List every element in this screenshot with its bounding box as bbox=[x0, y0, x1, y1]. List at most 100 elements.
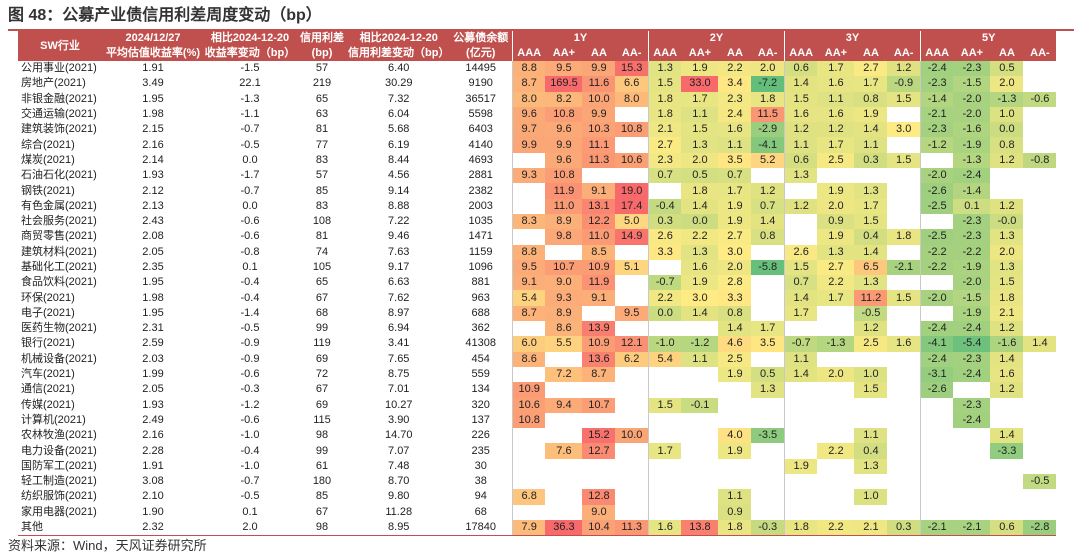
spread-change: 8.44 bbox=[388, 153, 410, 166]
table-row: 交通运输(2021) 1.98 -1.1 63 6.04 5598 9.6 10.8 9.9 1.… bbox=[18, 106, 1056, 123]
spread-change-cell bbox=[1023, 260, 1056, 275]
spread-change-cell: -2.3 bbox=[953, 397, 991, 413]
spread-change-cell bbox=[887, 137, 920, 152]
spread-change-cell: 1.1 bbox=[718, 489, 752, 505]
spread-change-cell: 1.8 bbox=[887, 229, 921, 245]
spread-change-cell bbox=[1023, 214, 1056, 229]
spread-change-cell: -2.8 bbox=[1023, 519, 1057, 537]
spread-change-cell: 0.4 bbox=[854, 443, 888, 459]
spread-change-cell: 11.0 bbox=[582, 229, 616, 245]
spread-change: 8.95 bbox=[348, 519, 450, 537]
spread-change-cell: 1.3 bbox=[681, 244, 719, 260]
yield-change: -1.0 bbox=[240, 429, 260, 442]
spread-change-cell: 5.5 bbox=[545, 336, 583, 352]
spread-change: 8.97 bbox=[388, 306, 410, 319]
header-balance-sub: (亿元) bbox=[449, 46, 513, 61]
spread-change: 7.01 bbox=[388, 383, 410, 396]
spread-change-cell: 11.3 bbox=[582, 152, 616, 169]
credit-spread: 81 bbox=[315, 230, 329, 243]
spread-change-cell: 1.5 bbox=[681, 122, 719, 138]
table-row: 机械设备(2021) 2.03 -0.9 69 7.65 454 8.6 13.6 6.2 5.4… bbox=[18, 351, 1056, 367]
avg-yield: 2.14 bbox=[142, 153, 164, 166]
header-rating: AA+ bbox=[545, 46, 583, 61]
credit-spread: 69 bbox=[315, 352, 329, 365]
spread-change-cell bbox=[681, 413, 718, 428]
bond-balance: 17840 bbox=[449, 519, 513, 537]
spread-change-cell bbox=[919, 428, 954, 444]
industry-name: 银行(2021) bbox=[21, 337, 75, 350]
spread-change-cell: 2.2 bbox=[817, 443, 855, 459]
header-rating: AA bbox=[854, 46, 888, 61]
spread-change-cell: 1.9 bbox=[718, 198, 752, 214]
spread-change-cell bbox=[783, 428, 818, 444]
spread-change-cell bbox=[817, 321, 854, 336]
credit-spread: 57 bbox=[315, 169, 329, 182]
spread-change-cell bbox=[887, 214, 920, 229]
spread-change-cell: 1.7 bbox=[647, 443, 682, 459]
bond-balance: 963 bbox=[471, 291, 490, 304]
spread-change-cell bbox=[681, 459, 718, 474]
industry-name: 电子(2021) bbox=[21, 306, 75, 319]
spread-change-cell bbox=[990, 474, 1023, 489]
header-spread-change-sub: 信用利差变动（bp） bbox=[348, 46, 450, 61]
industry-name: 有色金属(2021) bbox=[21, 199, 97, 212]
spread-change-cell bbox=[919, 458, 954, 475]
credit-spread: 61 bbox=[315, 459, 329, 472]
header-rating: AA+ bbox=[817, 46, 855, 61]
spread-change-cell bbox=[615, 459, 648, 474]
spread-change-cell: 8.3 bbox=[511, 213, 546, 230]
spread-change-cell bbox=[854, 474, 887, 489]
spread-change-cell bbox=[919, 152, 954, 169]
credit-spread: 77 bbox=[315, 138, 329, 151]
spread-change: 14.70 bbox=[384, 429, 413, 442]
table-row: 传媒(2021) 1.93 -1.2 69 10.27 320 10.6 9.4 10.7 1.5… bbox=[18, 397, 1056, 413]
spread-change-cell bbox=[751, 290, 784, 305]
spread-change-cell: -2.4 bbox=[953, 321, 991, 337]
spread-change-cell: 1.5 bbox=[887, 152, 921, 169]
spread-change-cell: 1.9 bbox=[854, 106, 888, 123]
spread-change-cell: 1.8 bbox=[647, 91, 682, 107]
spread-change-cell: 10.9 bbox=[582, 259, 616, 276]
spread-change-cell: 12.7 bbox=[582, 443, 616, 459]
spread-change-cell: 1.2 bbox=[751, 183, 785, 199]
spread-change-cell: 1.2 bbox=[990, 321, 1024, 337]
spread-change-cell: -1.6 bbox=[953, 122, 991, 138]
avg-yield: 3.49 bbox=[142, 77, 164, 90]
spread-change-cell: 1.6 bbox=[817, 76, 855, 92]
spread-change-cell: 1.2 bbox=[887, 61, 921, 77]
spread-change-cell: 1.3 bbox=[990, 229, 1024, 245]
spread-change-cell bbox=[919, 275, 954, 291]
spread-change-cell: 8.7 bbox=[511, 305, 546, 322]
industry-name: 公用事业(2021) bbox=[21, 62, 97, 75]
table-row: 房地产(2021) 3.49 22.1 219 30.29 9190 8.7 169.5 11.… bbox=[18, 76, 1056, 92]
spread-change-cell bbox=[647, 504, 682, 520]
spread-change-cell: 1.7 bbox=[751, 321, 785, 337]
industry-name: 机械设备(2021) bbox=[21, 352, 97, 365]
spread-change-cell: 9.6 bbox=[511, 106, 546, 123]
spread-change-cell bbox=[718, 413, 751, 428]
spread-change-cell: -2.1 bbox=[919, 106, 954, 123]
industry-name: 非银金融(2021) bbox=[21, 92, 97, 105]
spread-change-cell bbox=[582, 168, 615, 183]
bond-balance: 14495 bbox=[465, 62, 496, 75]
spread-change-cell: 1.5 bbox=[887, 91, 921, 107]
avg-yield: 1.99 bbox=[142, 368, 164, 381]
bond-balance: 134 bbox=[471, 383, 490, 396]
spread-change-cell: 2.7 bbox=[854, 61, 888, 77]
spread-change-cell bbox=[783, 382, 818, 398]
spread-change-cell bbox=[751, 245, 784, 260]
spread-change-cell: 3.3 bbox=[718, 290, 752, 306]
spread-change-cell: 1.7 bbox=[854, 198, 888, 214]
spread-change-cell bbox=[718, 382, 751, 397]
spread-change-cell: 1.2 bbox=[990, 382, 1024, 398]
spread-change: 6.40 bbox=[388, 62, 410, 75]
spread-change-cell bbox=[751, 398, 784, 413]
spread-change-cell: 13.1 bbox=[582, 198, 616, 214]
credit-spread: 83 bbox=[315, 153, 329, 166]
spread-change-cell: 8.9 bbox=[545, 213, 583, 230]
spread-change-cell bbox=[615, 443, 648, 458]
spread-change-cell: 8.8 bbox=[511, 244, 546, 260]
spread-change-cell: 10.6 bbox=[615, 152, 649, 169]
spread-change-cell: -3.1 bbox=[919, 366, 954, 383]
credit-spread: 98 bbox=[315, 429, 329, 442]
